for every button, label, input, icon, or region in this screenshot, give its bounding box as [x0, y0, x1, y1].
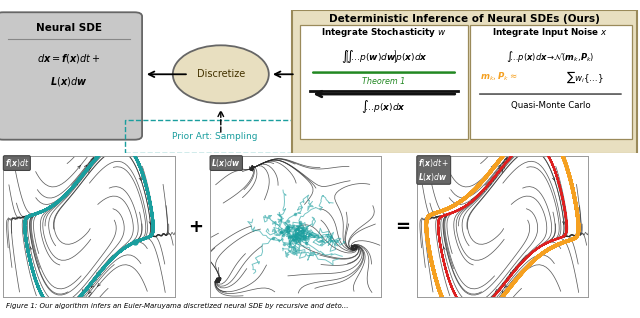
Point	[290, 238, 300, 244]
Text: Figure 1: Our algorithm infers an Euler-Maruyama discretized neural SDE by recur: Figure 1: Our algorithm infers an Euler-…	[6, 302, 349, 309]
Point	[284, 223, 294, 228]
Point	[283, 231, 293, 236]
Point	[283, 218, 293, 224]
Point	[281, 226, 291, 231]
Text: $\boldsymbol{L}(\boldsymbol{x})d\boldsymbol{w}$: $\boldsymbol{L}(\boldsymbol{x})d\boldsym…	[211, 157, 241, 169]
Point	[301, 241, 311, 246]
Point	[288, 236, 298, 241]
Text: $\boldsymbol{f}(\boldsymbol{x})dt+$
$\boldsymbol{L}(\boldsymbol{x})d\boldsymbol{: $\boldsymbol{f}(\boldsymbol{x})dt+$ $\bo…	[418, 157, 449, 183]
Point	[284, 234, 294, 239]
Point	[283, 225, 293, 230]
Text: $\int\!\!\ldots p(\boldsymbol{x})d\boldsymbol{x}\!\rightarrow\!\mathcal{N}(\bold: $\int\!\!\ldots p(\boldsymbol{x})d\bolds…	[506, 49, 595, 64]
Text: Integrate Input Noise $x$: Integrate Input Noise $x$	[492, 26, 609, 39]
Text: +: +	[188, 218, 203, 236]
Text: $\int\!\!\left[\!\int\!\!\ldots p(\boldsymbol{w})d\boldsymbol{w}\!\right]\! p(\b: $\int\!\!\left[\!\int\!\!\ldots p(\bolds…	[340, 48, 428, 65]
Text: =: =	[395, 218, 410, 236]
Point	[294, 220, 305, 225]
Point	[298, 233, 308, 238]
Text: Discretize: Discretize	[196, 69, 245, 79]
FancyBboxPatch shape	[300, 25, 468, 139]
Text: Deterministic Inference of Neural SDEs (Ours): Deterministic Inference of Neural SDEs (…	[329, 14, 600, 24]
Point	[297, 225, 307, 230]
Point	[299, 228, 309, 233]
Point	[299, 237, 309, 242]
Point	[279, 241, 289, 246]
Text: $d\boldsymbol{x} = \boldsymbol{f}(\boldsymbol{x})dt+$: $d\boldsymbol{x} = \boldsymbol{f}(\bolds…	[37, 52, 101, 66]
Text: Prior Art: Sampling: Prior Art: Sampling	[172, 132, 257, 141]
Point	[287, 224, 298, 229]
Point	[288, 238, 298, 243]
Point	[278, 232, 289, 237]
FancyBboxPatch shape	[0, 12, 142, 140]
Point	[298, 235, 308, 240]
Point	[292, 231, 303, 236]
Text: $\sum w_i\{\ldots\}$: $\sum w_i\{\ldots\}$	[566, 69, 604, 85]
Text: Integrate Stochasticity $w$: Integrate Stochasticity $w$	[321, 26, 447, 39]
FancyBboxPatch shape	[470, 25, 632, 139]
Point	[291, 226, 301, 231]
Point	[276, 230, 286, 235]
Point	[294, 238, 304, 243]
Point	[276, 230, 287, 235]
Point	[290, 211, 300, 217]
Text: $\boldsymbol{f}(\boldsymbol{x})dt$: $\boldsymbol{f}(\boldsymbol{x})dt$	[4, 157, 29, 169]
Point	[285, 233, 296, 238]
Point	[304, 232, 314, 237]
Point	[291, 236, 301, 241]
Point	[289, 246, 299, 252]
Point	[289, 250, 299, 255]
Text: $\int\!\!\ldots p(\boldsymbol{x})d\boldsymbol{x}$: $\int\!\!\ldots p(\boldsymbol{x})d\bolds…	[362, 98, 406, 115]
Text: $\boldsymbol{m}_k, \boldsymbol{P}_k \approx$: $\boldsymbol{m}_k, \boldsymbol{P}_k \app…	[480, 71, 517, 83]
Text: Theorem 1: Theorem 1	[362, 77, 406, 86]
Point	[301, 236, 312, 241]
Text: Neural SDE: Neural SDE	[36, 23, 102, 33]
Point	[295, 221, 305, 226]
Point	[291, 233, 301, 238]
Point	[295, 233, 305, 238]
Point	[292, 234, 303, 239]
Point	[283, 226, 293, 231]
Text: Quasi-Monte Carlo: Quasi-Monte Carlo	[511, 101, 590, 110]
Text: $\boldsymbol{L}(\boldsymbol{x})d\boldsymbol{w}$: $\boldsymbol{L}(\boldsymbol{x})d\boldsym…	[51, 75, 88, 87]
Point	[291, 231, 301, 236]
Point	[268, 236, 278, 241]
Ellipse shape	[173, 45, 269, 103]
FancyBboxPatch shape	[292, 10, 637, 154]
Point	[282, 229, 292, 234]
Point	[293, 226, 303, 231]
